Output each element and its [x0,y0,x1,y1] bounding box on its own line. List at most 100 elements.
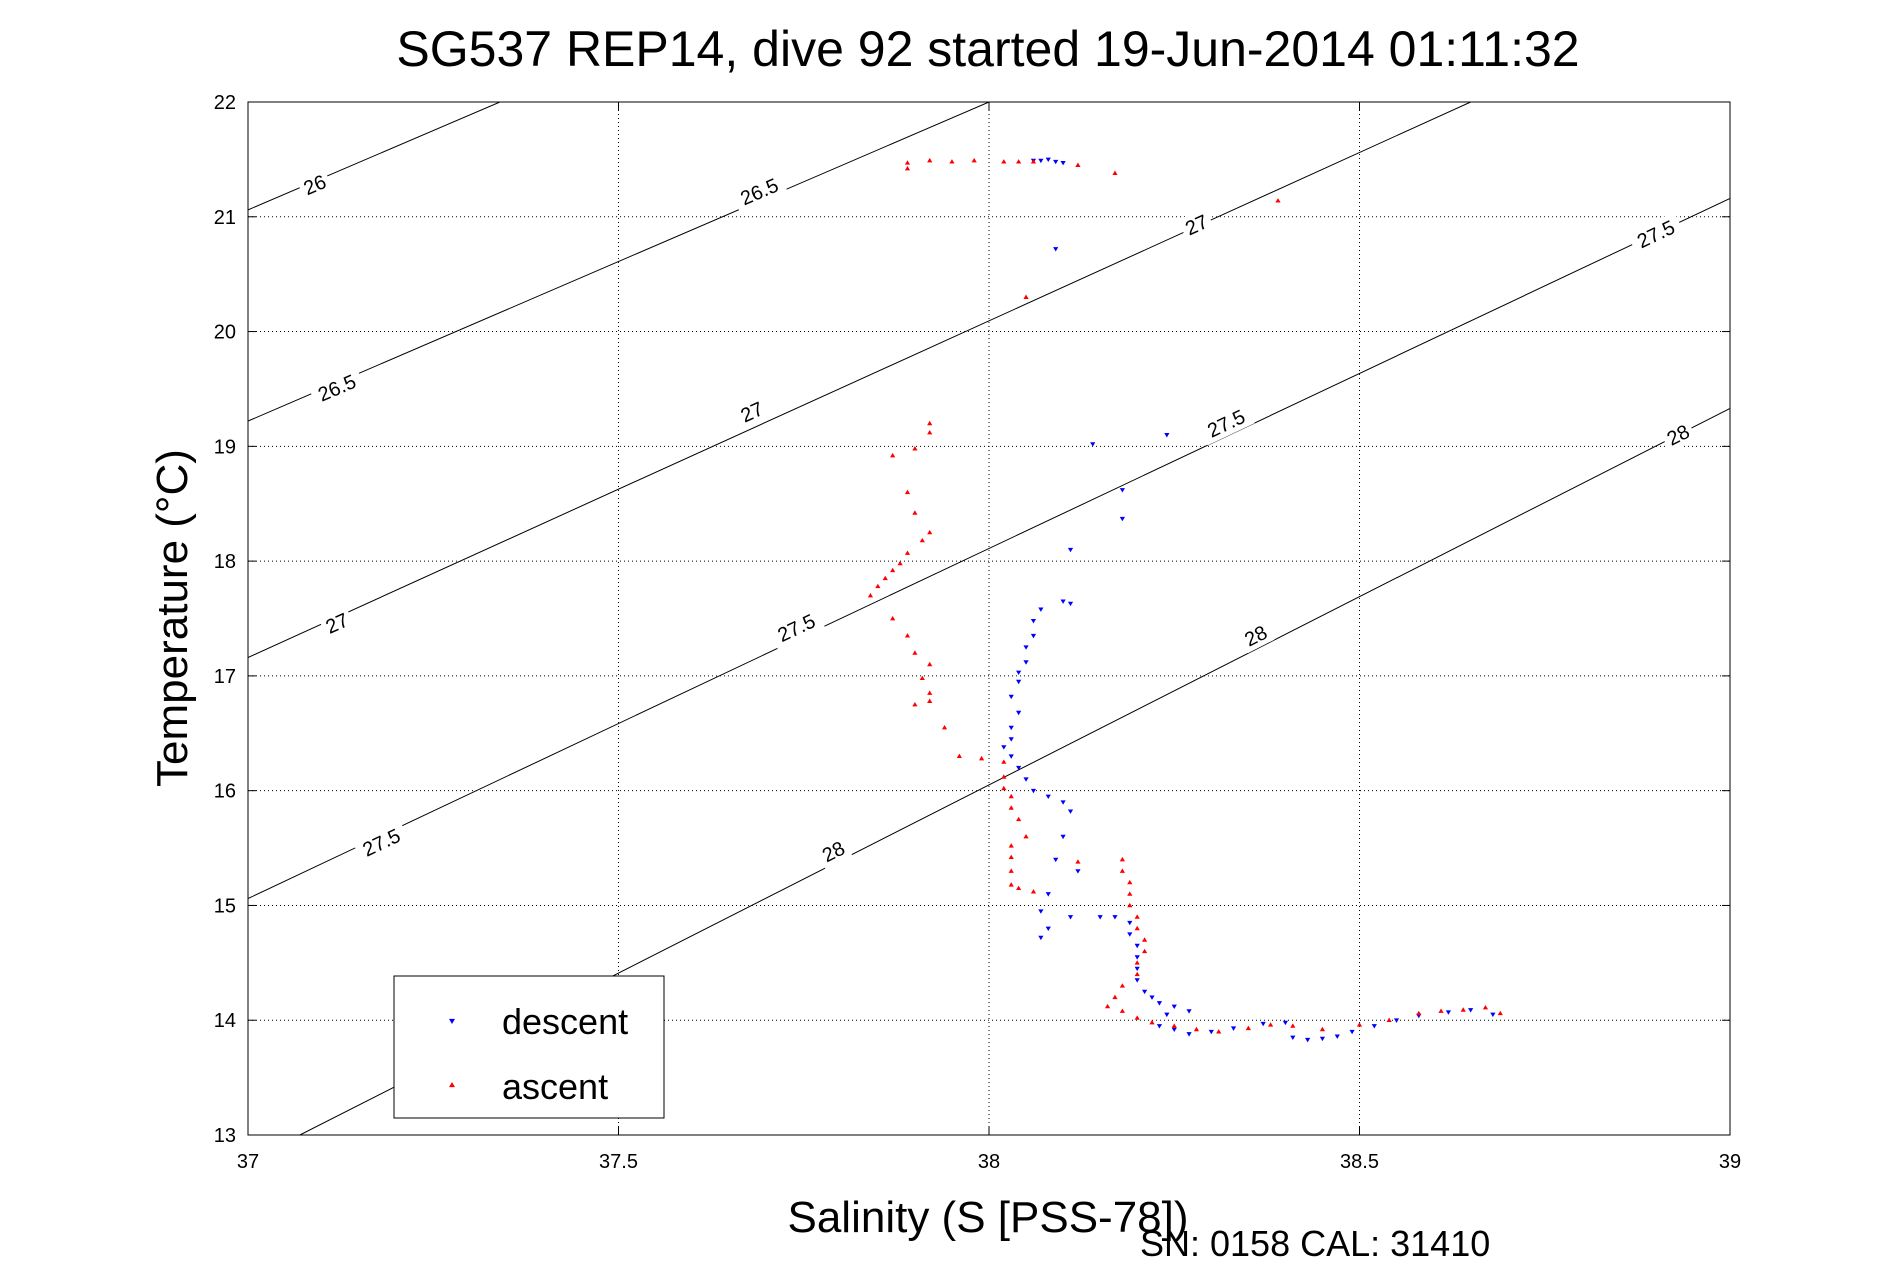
density-contour-line [248,197,1730,900]
x-tick-label: 38.5 [1340,1151,1379,1173]
descent-point [1119,488,1125,493]
descent-point [1134,943,1140,949]
descent-point [1119,516,1125,522]
ascent-point [867,592,874,598]
ascent-point [1386,1017,1392,1023]
legend: descent ascent [393,975,665,1119]
y-tick-label: 15 [214,895,236,917]
legend-ascent-label: ascent [502,1066,608,1107]
ascent-point [1112,994,1118,1000]
ascent-point [1460,1007,1466,1012]
descent-point [1134,978,1140,983]
legend-ascent-marker-icon [449,1082,455,1088]
ascent-point [1171,1023,1177,1028]
x-tick-label: 38 [978,1151,1000,1173]
descent-point [1112,915,1118,920]
ascent-point [904,165,911,171]
descent-point [1030,618,1037,624]
descent-point [1282,1020,1288,1026]
contour-label-text: 26.5 [315,371,359,407]
descent-point [1060,161,1066,166]
descent-point [1060,834,1066,840]
ascent-point [1216,1029,1222,1034]
descent-point [1023,660,1029,665]
density-contour-line [248,102,1471,658]
descent-point [1001,745,1007,750]
serial-calibration-footer: SN: 0158 CAL: 31410 [1140,1223,1490,1262]
ascent-point [1008,805,1014,810]
y-tick-label: 13 [214,1125,236,1147]
ascent-point [1016,159,1022,164]
ascent-point [912,446,918,451]
density-contour-label: 26.5 [308,366,366,410]
y-tick-label: 16 [214,781,236,803]
descent-point [1067,809,1074,814]
x-tick-label: 37.5 [599,1151,638,1173]
descent-point [1097,915,1103,920]
ascent-point [1127,879,1133,885]
ascent-point [1127,891,1133,896]
ascent-point [904,633,911,638]
descent-point [1045,157,1051,162]
density-contour-label: 27 [733,394,771,430]
descent-point [1468,1008,1474,1013]
ascent-point [904,489,911,495]
contour-label-background [1236,618,1275,654]
descent-point [1164,1012,1170,1018]
contour-label-background [767,605,825,650]
ascent-point [1416,1010,1422,1016]
y-tick-label: 20 [214,322,236,344]
contour-label-background [814,834,853,869]
density-contour-label: 26 [296,167,334,202]
ascent-point [1008,854,1014,860]
ascent-point [1119,983,1125,988]
ascent-point [1134,914,1140,919]
ascent-point [1016,885,1022,891]
ascent-point [912,650,918,655]
descent-point [1053,857,1059,863]
ascent-point [927,661,933,667]
y-axis-label: Temperature (°C) [148,449,197,787]
ascent-point [927,420,933,426]
descent-point [1164,433,1170,438]
descent-point [1016,679,1022,685]
descent-point [1490,1012,1496,1018]
ascent-point [897,560,903,566]
y-tick-label: 22 [214,92,236,114]
descent-point [1127,920,1133,926]
descent-point [1008,737,1014,742]
ascent-point [1438,1008,1444,1013]
x-tick-label: 39 [1719,1151,1741,1173]
ascent-point [1112,170,1118,175]
descent-point [1230,1026,1237,1031]
contour-label-background [1177,207,1216,242]
descent-point [1016,710,1022,716]
descent-point [1290,1035,1296,1041]
ascent-point [1001,785,1007,791]
ascent-point [904,160,911,165]
descent-point [1030,788,1037,794]
ascent-point [1075,162,1081,167]
descent-point [1016,670,1022,676]
ascent-point [1149,1019,1155,1025]
density-contour-label: 27.5 [1627,212,1685,256]
ascent-point [1119,1008,1125,1013]
ascent-point [1023,833,1029,839]
ascent-point [890,615,896,621]
descent-point [1067,547,1074,553]
ascent-point [949,159,955,164]
ascent-point [882,575,888,581]
density-contour-label: 28 [1659,417,1697,453]
x-axis-label: Salinity (S [PSS-78]) [787,1193,1188,1242]
ascent-point [927,157,933,163]
contour-label-background [1627,212,1685,256]
ascent-point [1134,971,1140,977]
ascent-point [1482,1004,1489,1010]
ascent-point [904,550,911,555]
ascent-point [1134,1015,1140,1020]
density-contour-line [248,102,501,211]
ascent-point [912,701,918,707]
ascent-point [1008,793,1014,799]
ascent-point [1001,774,1007,779]
contour-label-background [730,170,788,213]
